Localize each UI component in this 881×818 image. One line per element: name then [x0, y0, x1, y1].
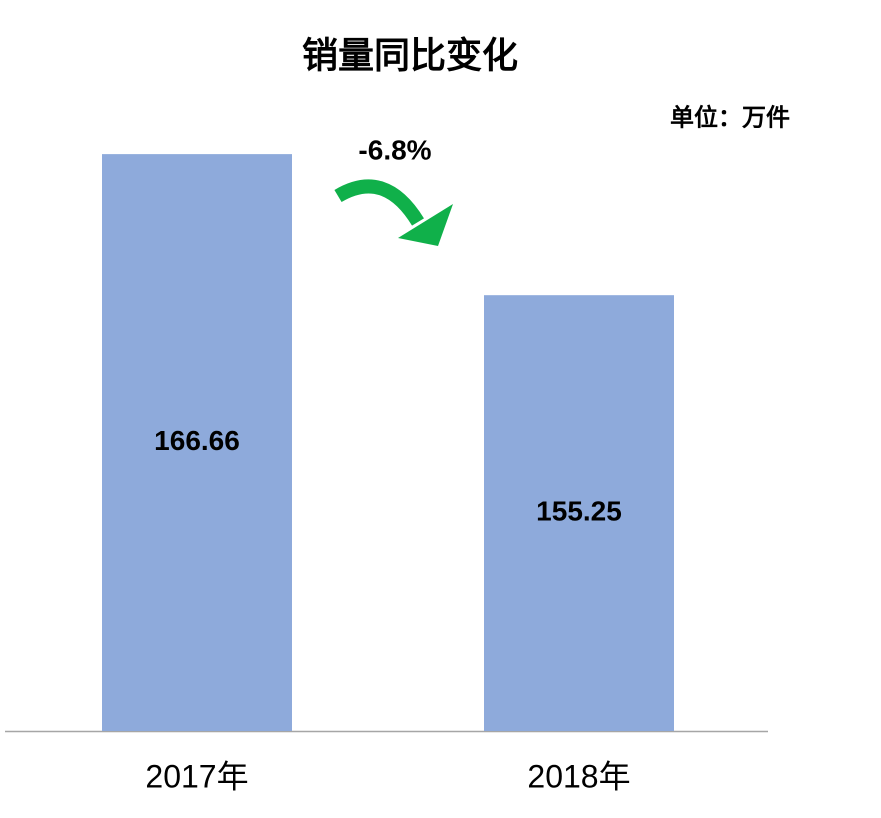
- bar: [484, 295, 674, 731]
- change-arrow: [334, 179, 453, 246]
- change-annotation: -6.8%: [358, 134, 431, 165]
- arrow-head: [398, 204, 453, 246]
- value-label: 155.25: [536, 495, 622, 526]
- value-label: 166.66: [154, 425, 240, 456]
- bar: [102, 154, 292, 731]
- chart-title: 销量同比变化: [302, 35, 518, 76]
- arrow-shaft: [334, 179, 424, 226]
- x-tick-label: 2018年: [527, 758, 630, 794]
- unit-note: 单位：万件: [670, 103, 790, 131]
- x-tick-label: 2017年: [145, 758, 248, 794]
